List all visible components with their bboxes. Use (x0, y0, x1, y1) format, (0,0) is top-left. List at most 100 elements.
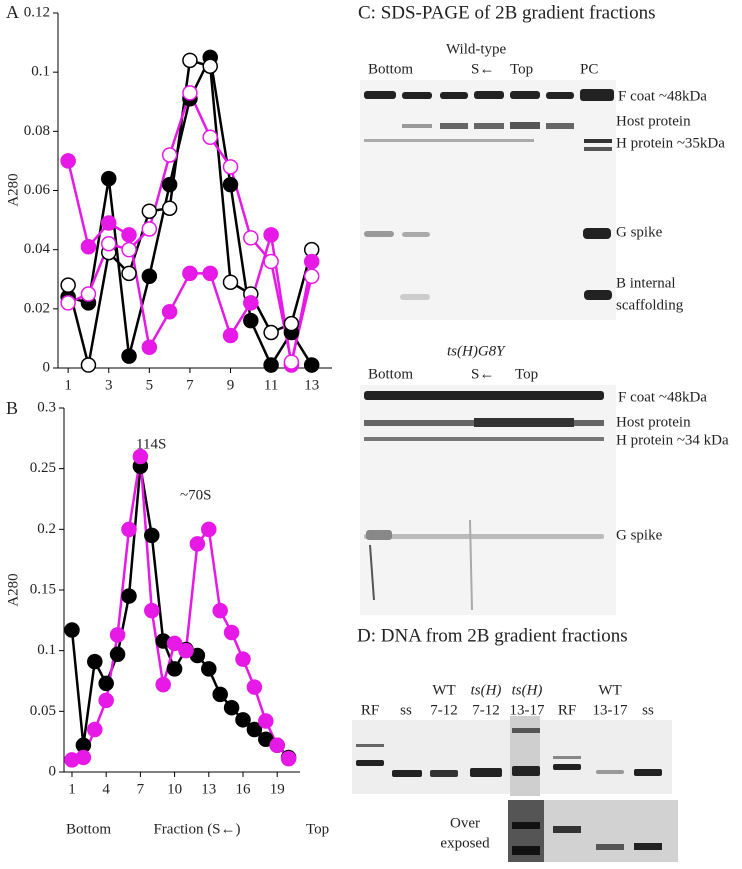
data-point (280, 750, 297, 767)
band-label: H protein ~34 kDa (616, 432, 729, 448)
y-tick-label: 0.25 (30, 460, 56, 476)
data-point (100, 236, 117, 252)
y-tick-label: 0.04 (24, 241, 51, 257)
lane-label: Bottom (368, 366, 413, 382)
x-tick-label: 13 (304, 377, 319, 393)
annotation: ~70S (180, 487, 211, 503)
data-point (269, 737, 285, 754)
data-point (235, 651, 251, 667)
data-point (60, 153, 76, 169)
data-point (98, 692, 114, 709)
data-point (60, 295, 76, 311)
lane-label: 13-17 (593, 702, 628, 718)
data-point (178, 642, 194, 659)
band-label: F coat ~48kDa (618, 88, 707, 104)
data-point (166, 661, 183, 677)
lane-label: Top (510, 61, 533, 77)
data-point (161, 176, 178, 193)
gel-image (360, 80, 616, 320)
lane-label: 13-17 (510, 702, 545, 718)
data-point (141, 203, 158, 219)
lane-label: WT (598, 682, 621, 698)
data-point (144, 527, 160, 544)
data-point (263, 357, 279, 373)
y-tick-label: 0.3 (37, 399, 56, 415)
lane-label: ts(H)G8Y (447, 343, 506, 359)
band-label: H protein ~35kDa (616, 135, 725, 151)
data-point (87, 721, 103, 738)
y-axis-label: A280 (5, 573, 21, 606)
data-point (121, 521, 137, 538)
data-point (121, 265, 137, 282)
data-point (222, 274, 239, 290)
note: exposed (440, 835, 490, 851)
x-axis-label: Bottom (66, 821, 111, 837)
data-point (98, 675, 114, 692)
gel-image (352, 716, 678, 862)
y-tick-label: 0.12 (24, 4, 50, 20)
x-tick-label: 7 (137, 781, 145, 797)
band-label: G spike (616, 527, 663, 543)
x-axis-label: Fraction (S←) (153, 821, 240, 837)
band-label: B internal (616, 275, 676, 291)
data-point (303, 268, 320, 285)
data-point (80, 286, 97, 302)
data-point (144, 602, 160, 619)
data-point (182, 85, 198, 101)
note: Over (450, 815, 480, 831)
y-tick-label: 0.1 (31, 64, 50, 80)
data-point (121, 348, 137, 364)
lane-label: PC (580, 61, 598, 77)
data-point (202, 58, 218, 74)
data-point (223, 624, 240, 641)
data-point (235, 712, 251, 728)
data-point (75, 749, 92, 766)
data-point (283, 354, 300, 370)
data-point (303, 357, 320, 373)
data-point (222, 327, 239, 344)
data-point (100, 215, 117, 231)
data-point (80, 357, 97, 373)
band-label: Host protein (616, 113, 691, 129)
data-point (223, 699, 240, 716)
data-point (109, 627, 126, 643)
lane-label: 7-12 (430, 702, 458, 718)
y-tick-label: 0 (43, 359, 51, 375)
y-tick-label: 0.15 (30, 581, 56, 597)
data-point (243, 295, 259, 311)
data-point (161, 200, 178, 216)
x-tick-label: 5 (146, 377, 154, 393)
x-tick-label: 9 (227, 377, 235, 393)
y-tick-label: 0.06 (24, 182, 51, 198)
panel-d-title: D: DNA from 2B gradient fractions (357, 625, 628, 646)
y-tick-label: 0 (49, 763, 57, 779)
lane-label: ts(H) (471, 682, 502, 698)
panel-label: A (6, 2, 19, 22)
annotation: 114S (136, 436, 166, 452)
data-point (87, 653, 103, 670)
lane-label: ts(H) (512, 682, 543, 698)
x-tick-label: 4 (102, 781, 110, 797)
data-point (161, 304, 178, 320)
data-point (60, 277, 76, 293)
y-tick-label: 0.2 (37, 521, 56, 537)
data-point (212, 686, 228, 703)
data-point (182, 265, 198, 282)
y-tick-label: 0.02 (24, 300, 50, 316)
data-point (155, 676, 171, 693)
x-tick-label: 16 (235, 781, 251, 797)
data-point (132, 448, 149, 465)
data-point (64, 622, 80, 638)
x-tick-label: 1 (68, 781, 76, 797)
data-point (243, 312, 259, 329)
band-label: scaffolding (616, 297, 684, 313)
data-point (166, 635, 183, 652)
data-point (121, 588, 137, 604)
data-point (263, 253, 279, 270)
data-point (201, 661, 217, 677)
panel-c-title: C: SDS-PAGE of 2B gradient fractions (358, 2, 655, 23)
data-point (246, 721, 263, 738)
band-label: Host protein (616, 414, 691, 430)
panel-label: B (6, 398, 18, 418)
